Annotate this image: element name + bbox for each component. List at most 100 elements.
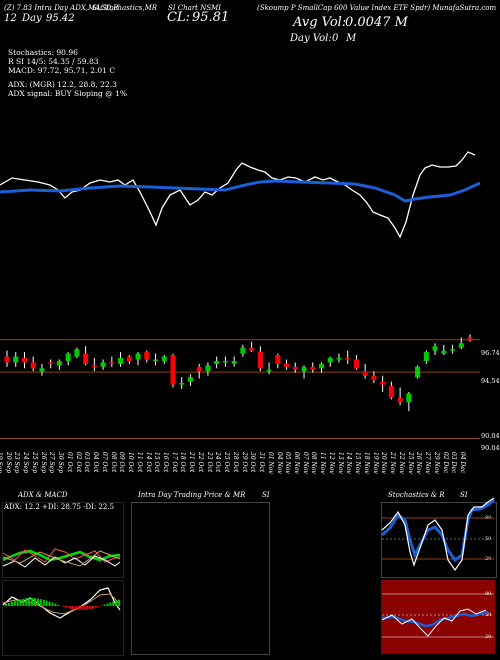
candle xyxy=(406,391,412,412)
macd-histogram-bar xyxy=(25,598,28,606)
candle xyxy=(214,356,220,369)
candle-body xyxy=(266,369,272,372)
candle-body xyxy=(222,360,228,363)
intraday-panel xyxy=(131,502,270,655)
macd-histogram-bar xyxy=(42,599,45,606)
candle-body xyxy=(415,366,421,378)
candle-body xyxy=(91,365,97,367)
candle-body xyxy=(388,386,394,398)
open-value: 12 xyxy=(4,13,17,24)
candle-body xyxy=(467,337,473,341)
macd-histogram-bar xyxy=(39,599,42,606)
candle-body xyxy=(397,397,403,403)
macd-histogram-bar xyxy=(31,598,34,606)
macd-histogram-bar xyxy=(54,603,57,606)
candle xyxy=(13,352,19,367)
intraday-panel-title2: SI xyxy=(262,491,270,499)
candle xyxy=(118,352,124,367)
macd-histogram-bar xyxy=(109,602,112,606)
candle xyxy=(275,353,281,369)
candle xyxy=(432,343,438,356)
macd-panel xyxy=(2,580,124,656)
candle xyxy=(388,381,394,400)
candle xyxy=(4,350,10,367)
candle xyxy=(327,356,333,367)
candle-body xyxy=(144,352,150,360)
candle xyxy=(458,337,464,350)
candle xyxy=(161,355,167,364)
candle xyxy=(310,362,316,373)
candle xyxy=(74,347,80,359)
candle-body xyxy=(301,366,307,372)
candle-body xyxy=(275,355,281,364)
macd-histogram-bar xyxy=(71,606,74,610)
macd-histogram-bar xyxy=(45,600,48,606)
stoch-panel-title: Stochastics & R xyxy=(388,491,445,499)
macd-histogram-bar xyxy=(48,601,51,606)
header-line1-left: (Z) 7.83 Intra Day ADX,MACD,R xyxy=(4,4,119,12)
candle xyxy=(109,356,115,367)
close-value: 95.81 xyxy=(192,10,230,25)
candle-body xyxy=(30,362,36,369)
candle xyxy=(249,341,255,353)
candle xyxy=(423,350,429,364)
price-level-low2: 90.04 xyxy=(481,444,500,452)
header-line1-mid: SI,Stochastics,MR xyxy=(92,4,158,12)
macd-histogram-bar xyxy=(13,600,16,606)
candle-body xyxy=(292,366,298,370)
header-line1-mid2: SI Chart NSMI xyxy=(168,4,222,12)
candle-body xyxy=(257,352,263,369)
macd-histogram-bar xyxy=(10,601,13,606)
stochastics-text: Stochastics: 90.96 xyxy=(8,48,78,57)
candle-body xyxy=(336,358,342,360)
candle-body xyxy=(432,346,438,351)
candle-body xyxy=(310,366,316,370)
candle xyxy=(240,344,246,357)
candle xyxy=(48,359,54,369)
macd-histogram-bar xyxy=(80,606,83,610)
overview-blue-line xyxy=(0,179,481,203)
macd-histogram-bar xyxy=(65,606,68,608)
candle-body xyxy=(380,381,386,385)
overview-white-line xyxy=(0,151,476,239)
candle-body xyxy=(231,360,237,364)
candle xyxy=(397,387,403,406)
candle xyxy=(100,359,106,370)
candle-body xyxy=(345,358,351,360)
macd-histogram-bar xyxy=(86,606,89,610)
candle-body xyxy=(179,383,185,385)
stoch-blue-line xyxy=(381,498,495,563)
candle xyxy=(336,353,342,363)
macd-histogram-bar xyxy=(57,604,60,606)
adx-orange-line xyxy=(2,550,121,567)
candle-body xyxy=(13,356,19,363)
rsi-level-50: 50 xyxy=(485,612,492,618)
candle-body xyxy=(21,358,27,363)
candle-body xyxy=(353,359,359,369)
candle xyxy=(371,371,377,384)
macd-histogram-bar xyxy=(68,606,71,609)
macd-histogram-bar xyxy=(36,598,39,606)
avg-vol-label: Avg Vol: xyxy=(293,15,347,30)
candle-body xyxy=(39,368,45,372)
candle xyxy=(179,377,185,389)
macd-histogram-bar xyxy=(51,602,54,606)
candle xyxy=(450,344,456,354)
adx-text: ADX: (MGR) 12.2, 28.8, 22.3 xyxy=(8,80,117,89)
candle xyxy=(266,362,272,375)
candle xyxy=(30,356,36,372)
macd-histogram-bar xyxy=(97,606,100,607)
macd-histogram-bar xyxy=(77,606,80,610)
candle-body xyxy=(65,353,71,361)
candle-body xyxy=(4,356,10,363)
adx-red-line xyxy=(2,548,121,563)
macd-histogram-bar xyxy=(7,602,10,606)
macd-histogram-bar xyxy=(118,599,121,606)
macd-histogram-bar xyxy=(83,606,86,610)
candle xyxy=(257,346,263,372)
candle-body xyxy=(318,363,324,369)
candle xyxy=(65,352,71,366)
candle-body xyxy=(284,363,290,367)
